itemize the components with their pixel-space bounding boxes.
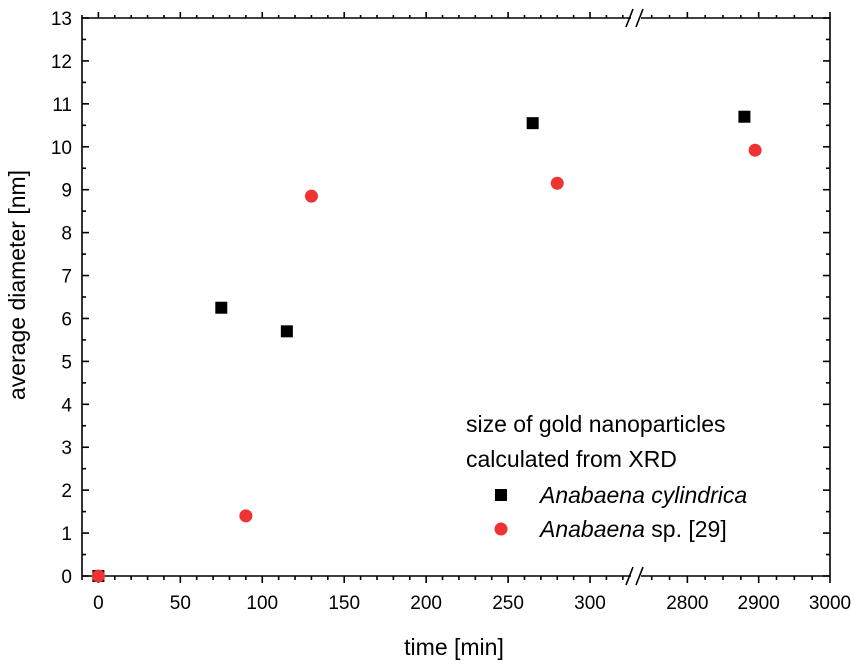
data-point-square — [526, 117, 539, 130]
data-point-circle — [748, 143, 762, 157]
x-tick-label: 300 — [574, 593, 606, 614]
legend-entry-rest: sp. [29] — [645, 516, 727, 542]
x-tick-label: 100 — [246, 593, 278, 614]
legend-entry: Anabaena cylindrica — [538, 482, 747, 508]
axis-break-top — [625, 8, 644, 28]
y-tick-label: 12 — [51, 52, 72, 73]
legend-entry-italic: Anabaena — [538, 516, 645, 542]
y-tick-label: 7 — [61, 267, 72, 288]
legend-title-line1: size of gold nanoparticles — [466, 411, 726, 437]
y-tick-label: 6 — [61, 309, 72, 330]
y-tick-label: 13 — [51, 9, 72, 30]
x-tick-label: 3000 — [809, 593, 851, 614]
x-axis-title: time [min] — [404, 634, 504, 660]
y-tick-label: 3 — [61, 438, 72, 459]
data-point-circle — [550, 176, 564, 190]
legend-marker — [495, 489, 507, 501]
legend-entry-italic: Anabaena cylindrica — [538, 482, 747, 508]
data-point-square — [215, 301, 228, 314]
x-tick-label: 250 — [492, 593, 524, 614]
series-2 — [91, 143, 762, 583]
y-tick-label: 2 — [61, 481, 72, 502]
break-slash — [635, 566, 644, 586]
data-point-circle — [91, 569, 105, 583]
y-tick-label: 11 — [52, 95, 72, 116]
y-tick-label: 5 — [61, 352, 72, 373]
axis-break-bottom — [625, 566, 644, 586]
legend-title-line2: calculated from XRD — [466, 446, 677, 472]
y-axis-title: average diameter [nm] — [4, 170, 30, 400]
x-tick-label: 2900 — [738, 593, 780, 614]
legend-marker — [494, 522, 508, 536]
y-tick-label: 4 — [61, 395, 72, 416]
y-tick-label: 9 — [61, 181, 72, 202]
break-slash — [635, 8, 644, 28]
data-marks — [91, 110, 762, 583]
x-tick-label: 0 — [93, 593, 104, 614]
x-tick-label: 150 — [328, 593, 360, 614]
data-point-circle — [239, 509, 253, 523]
data-point-square — [738, 110, 751, 123]
legend: size of gold nanoparticles calculated fro… — [466, 411, 747, 542]
data-point-circle — [304, 189, 318, 203]
break-slash — [625, 8, 634, 28]
x-tick-label: 200 — [410, 593, 442, 614]
y-tick-label: 0 — [61, 567, 72, 588]
y-tick-label: 10 — [51, 138, 72, 159]
x-tick-label: 2800 — [666, 593, 708, 614]
y-tick-label: 1 — [61, 524, 72, 545]
series-1 — [92, 110, 751, 582]
y-tick-label: 8 — [61, 224, 72, 245]
break-slash — [625, 566, 634, 586]
data-point-square — [280, 325, 293, 338]
legend-entry: Anabaena sp. [29] — [538, 516, 727, 542]
x-tick-label: 50 — [170, 593, 191, 614]
